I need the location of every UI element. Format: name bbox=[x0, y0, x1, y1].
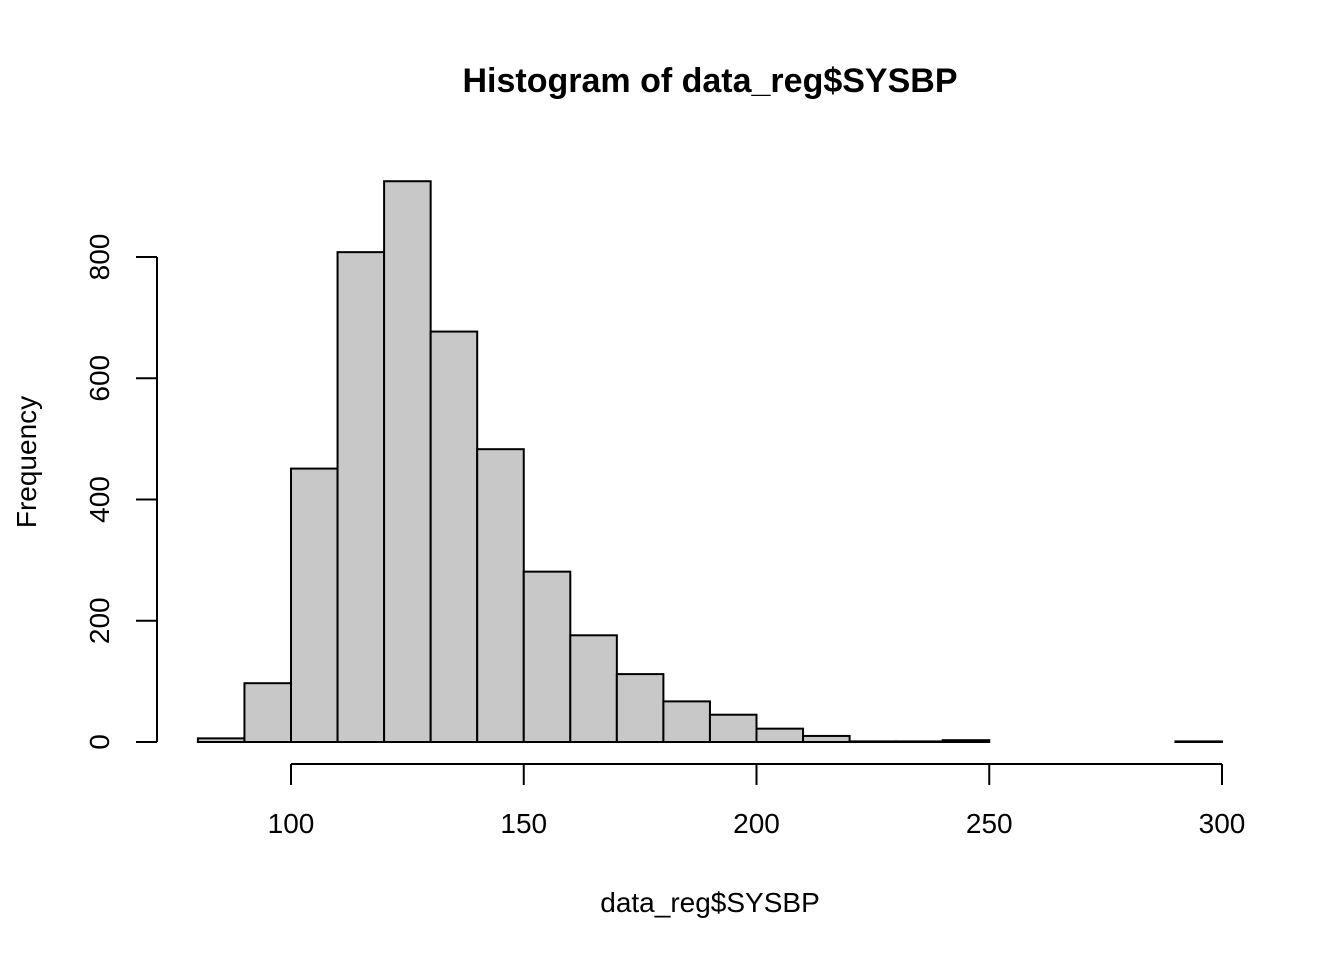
histogram-bar bbox=[848, 740, 898, 743]
histogram-bar bbox=[802, 734, 851, 743]
histogram-bar bbox=[941, 739, 991, 744]
histogram-bar bbox=[522, 570, 572, 743]
y-tick-label: 600 bbox=[84, 355, 115, 402]
y-axis-label: Frequency bbox=[11, 396, 42, 528]
histogram-bar bbox=[476, 448, 525, 743]
y-tick-label: 400 bbox=[84, 476, 115, 523]
y-tick-label: 200 bbox=[84, 597, 115, 644]
x-axis: 100 150 200 250 300 bbox=[268, 763, 1246, 839]
x-tick-label: 300 bbox=[1199, 808, 1246, 839]
x-tick-label: 100 bbox=[268, 808, 315, 839]
x-tick-label: 200 bbox=[733, 808, 780, 839]
histogram-bar bbox=[290, 467, 339, 743]
bars-group bbox=[196, 180, 1223, 744]
histogram-bar bbox=[755, 727, 805, 743]
x-axis-label: data_reg$SYSBP bbox=[600, 887, 820, 918]
histogram-bar bbox=[429, 330, 479, 743]
histogram-bar bbox=[196, 737, 246, 743]
x-tick-label: 150 bbox=[500, 808, 547, 839]
histogram-bar bbox=[1174, 740, 1223, 743]
histogram-bar bbox=[895, 740, 944, 743]
y-tick-label: 800 bbox=[84, 234, 115, 281]
histogram-bar bbox=[243, 682, 292, 743]
histogram-bar bbox=[336, 251, 386, 743]
chart-title: Histogram of data_reg$SYSBP bbox=[462, 62, 957, 100]
histogram-bar bbox=[615, 673, 665, 743]
x-tick-label: 250 bbox=[966, 808, 1013, 839]
y-axis: 0 200 400 600 800 bbox=[84, 234, 158, 750]
histogram-bar bbox=[569, 634, 618, 743]
histogram-bar bbox=[662, 700, 711, 743]
histogram-bar bbox=[708, 713, 758, 743]
histogram-bar bbox=[383, 180, 432, 743]
y-tick-label: 0 bbox=[84, 734, 115, 750]
